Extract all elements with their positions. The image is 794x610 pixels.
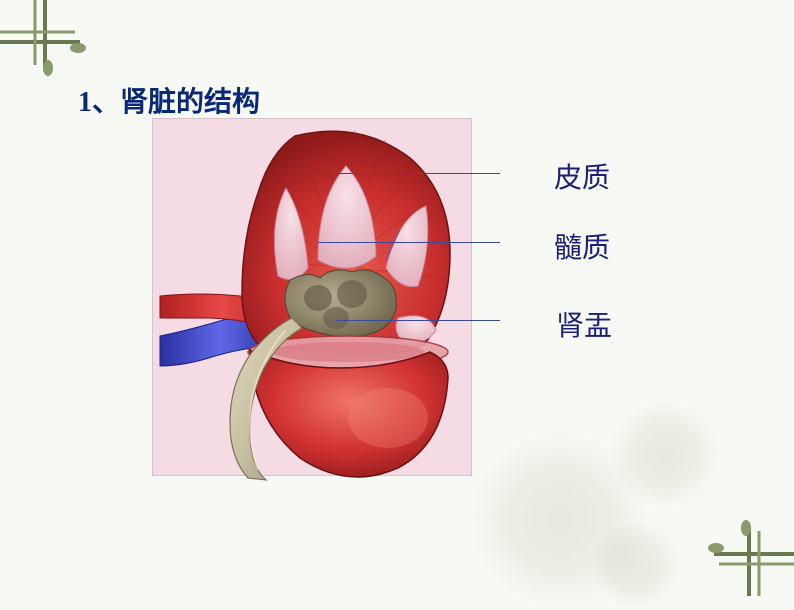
label-cortex: 皮质 [554, 156, 610, 196]
label-line-medulla [318, 242, 500, 243]
label-line-cortex [336, 173, 500, 174]
kidney-diagram [130, 118, 500, 498]
corner-deco-top-left [0, 0, 90, 90]
label-line-pelvis [336, 320, 500, 321]
bg-floral-blob [590, 520, 680, 610]
corner-deco-bottom-right [704, 506, 794, 596]
label-medulla: 髓质 [554, 226, 610, 266]
bg-floral-blob [610, 400, 720, 510]
label-pelvis: 肾盂 [556, 304, 612, 344]
page-title: 1、肾脏的结构 [78, 80, 260, 120]
